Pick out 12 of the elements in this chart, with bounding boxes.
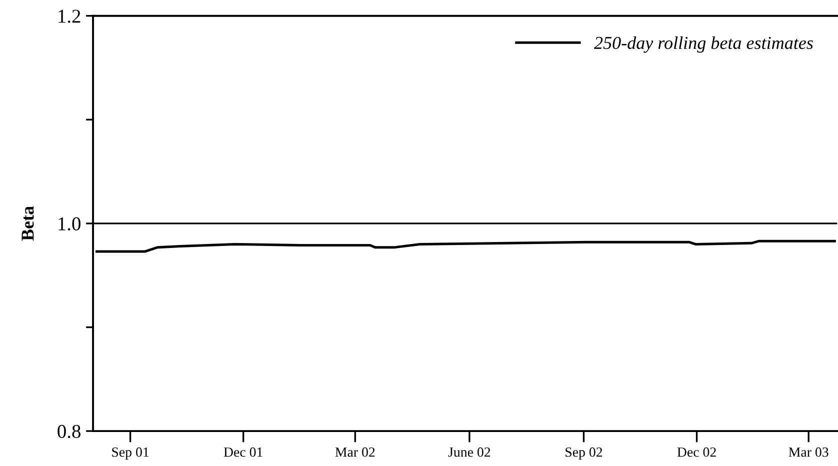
y-tick-label: 0.8 <box>58 424 80 438</box>
x-tick-label: June 02 <box>448 447 490 457</box>
y-tick-label: 1.0 <box>58 217 80 230</box>
x-tick-label: Dec 01 <box>224 447 262 457</box>
y-axis-title: Beta <box>22 206 34 241</box>
x-tick-label: Sep 02 <box>566 447 602 460</box>
x-tick-label: Mar 02 <box>335 447 375 457</box>
legend-label: 250-day rolling beta estimates <box>594 36 813 53</box>
y-tick-label: 1.2 <box>58 10 80 23</box>
x-tick-label: Dec 02 <box>677 447 716 457</box>
x-tick-label: Sep 01 <box>112 447 149 460</box>
x-tick-label: Mar 03 <box>788 447 828 457</box>
